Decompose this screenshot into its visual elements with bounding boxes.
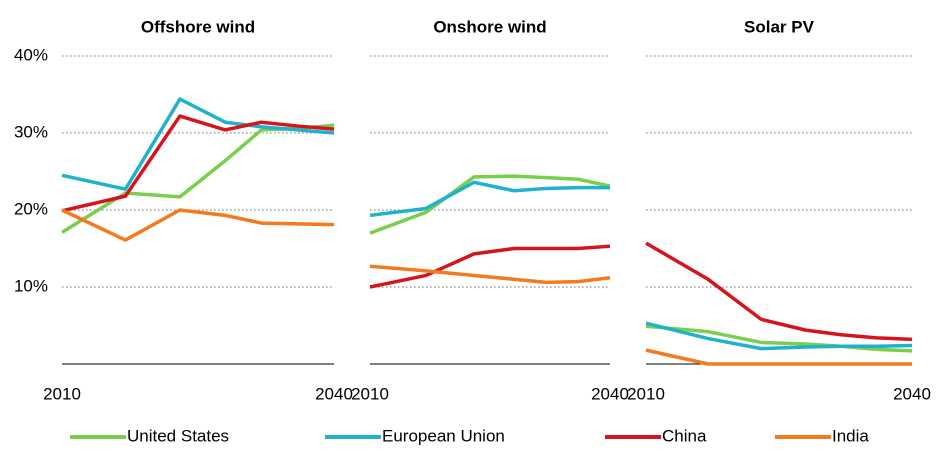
y-tick-label: 20%: [14, 199, 48, 218]
series-line: [61, 97, 335, 191]
legend-label: European Union: [382, 426, 505, 445]
panel-title: Offshore wind: [141, 17, 255, 36]
series-line: [645, 324, 913, 353]
x-tick-label: 2040: [893, 384, 931, 403]
x-tick-label: 2040: [591, 384, 629, 403]
x-tick-label: 2010: [627, 384, 665, 403]
series-line: [369, 180, 610, 218]
panel-title: Solar PV: [744, 17, 815, 36]
y-tick-label: 40%: [14, 45, 48, 64]
series-line: [369, 264, 611, 285]
x-tick-label: 2010: [351, 384, 389, 403]
series-line: [61, 114, 335, 213]
legend-label: China: [662, 426, 707, 445]
series-line: [369, 244, 611, 289]
series-line: [61, 208, 335, 242]
x-tick-label: 2010: [43, 384, 81, 403]
legend-label: India: [832, 426, 869, 445]
x-tick-label: 2040: [315, 384, 353, 403]
panel-title: Onshore wind: [433, 17, 546, 36]
legend-label: United States: [127, 426, 229, 445]
series-line: [645, 241, 913, 342]
y-tick-label: 10%: [14, 276, 48, 295]
series-line: [645, 348, 912, 366]
y-tick-label: 30%: [14, 122, 48, 141]
series-line: [369, 174, 611, 235]
series-line: [61, 123, 335, 234]
series-line: [645, 321, 913, 351]
